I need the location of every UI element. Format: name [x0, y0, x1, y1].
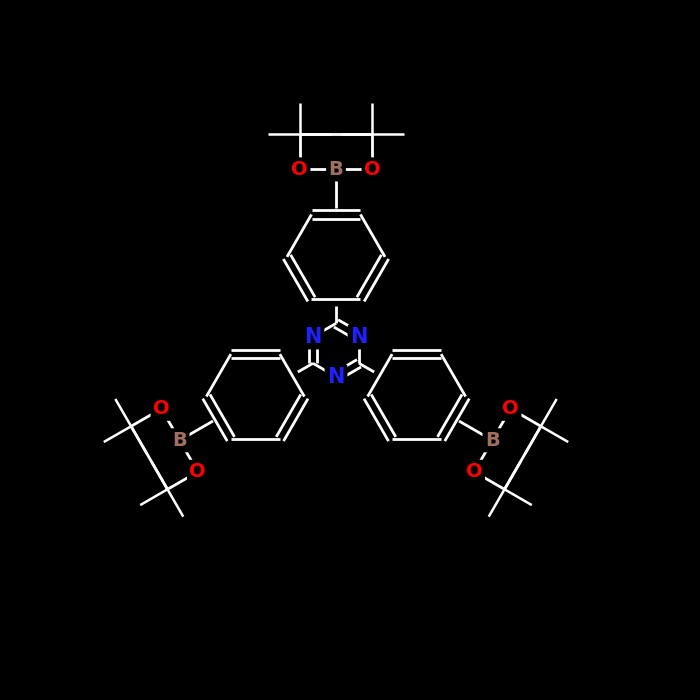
Text: N: N: [328, 367, 344, 386]
Text: O: O: [153, 399, 169, 419]
Text: O: O: [466, 462, 482, 482]
Text: N: N: [350, 327, 368, 346]
Text: B: B: [485, 430, 500, 450]
Text: B: B: [172, 430, 187, 450]
Text: O: O: [291, 160, 308, 179]
Text: N: N: [304, 327, 322, 346]
Text: B: B: [328, 160, 344, 179]
Text: O: O: [364, 160, 381, 179]
Text: O: O: [503, 399, 519, 419]
Text: O: O: [190, 462, 206, 482]
